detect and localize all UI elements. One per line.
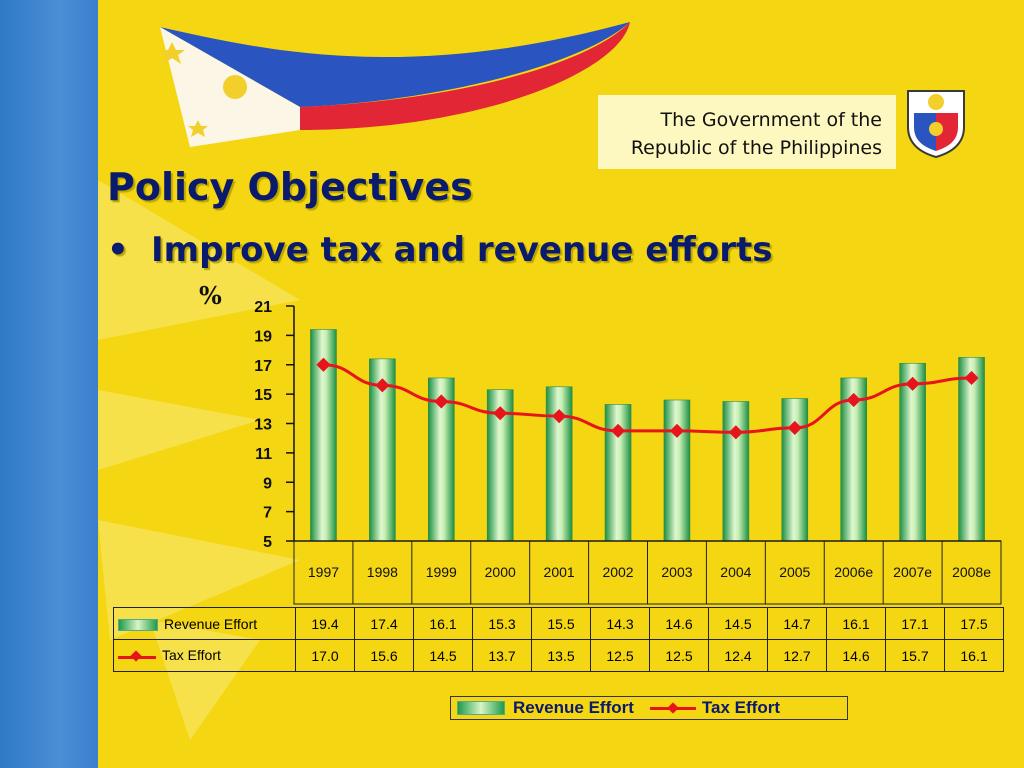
revenue-swatch-icon bbox=[118, 618, 158, 631]
point-tax-2001 bbox=[552, 409, 567, 424]
table-cell: 14.5 bbox=[708, 607, 768, 640]
x-tick-label: 2006e bbox=[834, 564, 873, 580]
y-tick-label: 17 bbox=[254, 358, 272, 375]
y-tick-label: 11 bbox=[255, 446, 272, 463]
y-tick-label: 21 bbox=[254, 299, 272, 316]
point-tax-2006e bbox=[846, 392, 861, 408]
table-cell: 19.4 bbox=[295, 607, 355, 640]
legend-bar-icon bbox=[457, 701, 505, 715]
bar-revenue-2003 bbox=[663, 399, 691, 542]
row-label-text: Tax Effort bbox=[162, 647, 221, 664]
legend-item-tax: Tax Effort bbox=[640, 698, 780, 718]
y-tick-label: 15 bbox=[254, 387, 272, 404]
left-blue-band bbox=[0, 0, 98, 768]
y-tick-label: 7 bbox=[263, 505, 272, 522]
x-tick-label: 2001 bbox=[544, 564, 575, 580]
line-tax-effort bbox=[323, 363, 972, 434]
table-cell: 17.4 bbox=[354, 607, 414, 640]
point-tax-2007e bbox=[905, 376, 920, 391]
row-label-revenue: Revenue Effort bbox=[113, 607, 296, 640]
table-cell: 17.0 bbox=[295, 639, 355, 672]
table-cell: 16.1 bbox=[826, 607, 886, 640]
table-cell: 13.5 bbox=[531, 639, 591, 672]
point-tax-2008e bbox=[964, 370, 979, 386]
x-tick-label: 2002 bbox=[602, 564, 633, 580]
y-tick-label: 19 bbox=[254, 328, 272, 345]
header-text: The Government of the Republic of the Ph… bbox=[598, 106, 882, 162]
table-cell: 14.6 bbox=[826, 639, 886, 672]
x-tick-label: 1998 bbox=[367, 564, 398, 580]
header-line-1: The Government of the bbox=[660, 109, 882, 131]
table-cell: 15.5 bbox=[531, 607, 591, 640]
bar-revenue-1998 bbox=[369, 358, 396, 542]
table-row-tax: Tax Effort 17.0 15.6 14.5 13.7 13.5 12.5… bbox=[113, 639, 1004, 672]
x-tick-label: 2005 bbox=[779, 564, 810, 580]
table-cell: 15.6 bbox=[354, 639, 414, 672]
data-table: Revenue Effort 19.4 17.4 16.1 15.3 15.5 … bbox=[113, 607, 1004, 672]
bar-revenue-2007e bbox=[899, 362, 926, 542]
table-cell: 14.5 bbox=[413, 639, 473, 672]
table-cell: 15.7 bbox=[885, 639, 945, 672]
x-tick-label: 1999 bbox=[426, 564, 457, 580]
x-tick-label: 2008e bbox=[952, 564, 991, 580]
point-tax-2003 bbox=[669, 423, 685, 438]
bar-revenue-2008e bbox=[958, 357, 985, 542]
table-cell: 14.3 bbox=[590, 607, 650, 640]
table-cell: 17.1 bbox=[885, 607, 945, 640]
table-cell: 14.7 bbox=[767, 607, 827, 640]
point-tax-2004 bbox=[728, 425, 743, 440]
philippine-seal-icon bbox=[907, 90, 965, 159]
table-cell: 12.4 bbox=[708, 639, 768, 672]
x-tick-label: 2003 bbox=[661, 564, 692, 580]
table-cell: 12.5 bbox=[590, 639, 650, 672]
table-row-revenue: Revenue Effort 19.4 17.4 16.1 15.3 15.5 … bbox=[113, 607, 1004, 640]
table-cell: 14.6 bbox=[649, 607, 709, 640]
y-tick-label: 13 bbox=[254, 417, 272, 434]
bullet-marker: • bbox=[107, 230, 129, 270]
legend-line-icon bbox=[649, 701, 696, 715]
legend-item-revenue: Revenue Effort bbox=[457, 698, 634, 718]
table-cell: 13.7 bbox=[472, 639, 532, 672]
point-tax-1998 bbox=[375, 378, 390, 393]
point-tax-2005 bbox=[787, 420, 802, 435]
bullet-text: Improve tax and revenue efforts bbox=[151, 230, 773, 270]
bar-revenue-2004 bbox=[722, 401, 750, 542]
x-tick-label: 2004 bbox=[720, 564, 751, 580]
y-tick-label: 9 bbox=[263, 475, 272, 492]
row-label-text: Revenue Effort bbox=[164, 615, 258, 632]
slide-title: Policy Objectives bbox=[107, 165, 473, 209]
table-cell: 16.1 bbox=[944, 639, 1004, 672]
point-tax-1999 bbox=[434, 394, 449, 409]
point-tax-2002 bbox=[610, 423, 626, 438]
y-tick-label: 5 bbox=[263, 534, 272, 551]
table-cell: 17.5 bbox=[944, 607, 1004, 640]
bullet-point: • Improve tax and revenue efforts bbox=[107, 230, 772, 270]
bar-revenue-2005 bbox=[781, 398, 809, 542]
legend-label: Tax Effort bbox=[701, 698, 780, 717]
x-tick-label: 2007e bbox=[893, 564, 932, 580]
unit-label: % bbox=[199, 281, 222, 310]
row-label-tax: Tax Effort bbox=[113, 639, 296, 672]
tax-swatch-icon bbox=[118, 650, 156, 664]
table-cell: 12.5 bbox=[649, 639, 709, 672]
point-tax-1997 bbox=[316, 357, 331, 372]
x-tick-label: 2000 bbox=[485, 564, 516, 580]
philippine-flag-icon bbox=[159, 22, 630, 147]
header-box bbox=[598, 95, 896, 169]
chart-legend: Revenue Effort Tax Effort bbox=[450, 696, 848, 720]
x-tick-label: 1997 bbox=[308, 564, 339, 580]
table-cell: 15.3 bbox=[472, 607, 532, 640]
header-line-2: Republic of the Philippines bbox=[630, 137, 882, 159]
table-cell: 16.1 bbox=[413, 607, 473, 640]
legend-label: Revenue Effort bbox=[513, 698, 634, 717]
point-tax-2000 bbox=[493, 406, 508, 421]
table-cell: 12.7 bbox=[767, 639, 827, 672]
